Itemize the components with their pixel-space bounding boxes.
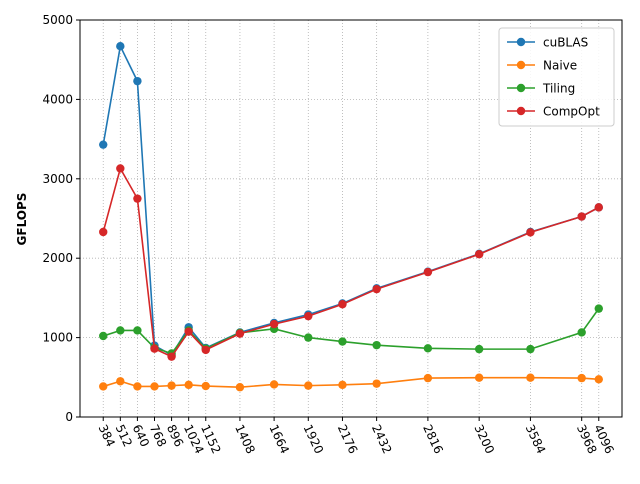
data-point-naive: [474, 373, 484, 382]
data-point-tiling: [474, 344, 484, 354]
legend-swatch-marker: [516, 60, 526, 70]
data-point-naive: [423, 373, 433, 383]
series-line-compopt: [102, 166, 600, 358]
data-point-naive: [594, 375, 603, 384]
y-tick-label: 5000: [42, 13, 73, 27]
data-point-compopt: [594, 203, 603, 212]
data-point-naive: [116, 377, 125, 386]
data-point-compopt: [269, 319, 279, 329]
data-point-compopt: [338, 300, 347, 309]
data-point-tiling: [304, 333, 313, 342]
series-compopt: [99, 164, 603, 361]
data-point-naive: [99, 382, 108, 391]
y-tick-label: 1000: [42, 331, 73, 345]
series-line-naive: [102, 376, 599, 389]
data-point-tiling: [133, 326, 142, 335]
data-point-tiling: [526, 344, 535, 354]
data-point-compopt: [167, 352, 176, 361]
legend-label: Naive: [543, 59, 577, 73]
series-tiling: [99, 304, 603, 358]
data-point-naive: [201, 381, 210, 391]
x-tick-label: 2176: [335, 422, 361, 456]
x-tick-label: 1408: [232, 422, 258, 456]
y-axis-label: GFLOPS: [15, 193, 29, 246]
x-tick-label: 3200: [471, 422, 497, 456]
data-point-compopt: [372, 284, 381, 294]
data-point-tiling: [577, 328, 586, 337]
data-point-naive: [304, 381, 313, 390]
x-tick-label: 1664: [266, 422, 292, 456]
data-point-naive: [167, 381, 176, 390]
axes: [79, 19, 623, 418]
legend-swatch-marker: [516, 37, 526, 47]
data-point-compopt: [201, 345, 210, 355]
data-point-compopt: [526, 228, 535, 237]
x-tick-label: 3584: [523, 422, 549, 456]
data-point-compopt: [235, 329, 245, 338]
data-point-naive: [235, 383, 245, 392]
y-tick-label: 3000: [42, 172, 73, 186]
legend-box: [498, 27, 615, 127]
data-point-compopt: [116, 164, 125, 173]
legend-label: Tiling: [542, 82, 575, 96]
data-point-compopt: [474, 250, 484, 259]
data-point-tiling: [423, 344, 433, 353]
data-point-compopt: [423, 267, 433, 277]
legend-item-cublas: cuBLAS: [507, 36, 588, 50]
x-tick-label: 1920: [301, 422, 327, 456]
data-point-naive: [150, 382, 159, 391]
data-point-naive: [577, 373, 586, 383]
x-tick-label: 2816: [420, 422, 446, 456]
data-point-tiling: [338, 337, 347, 346]
x-tick-label: 2432: [369, 422, 395, 456]
data-point-cublas: [133, 76, 142, 86]
y-tick-label: 2000: [42, 251, 73, 265]
data-point-compopt: [304, 311, 313, 321]
legend-label: cuBLAS: [543, 36, 588, 50]
data-point-tiling: [372, 340, 381, 350]
data-point-compopt: [133, 194, 142, 203]
data-point-cublas: [116, 42, 125, 51]
data-point-tiling: [594, 304, 603, 313]
legend-label: CompOpt: [543, 105, 600, 119]
data-point-naive: [184, 380, 193, 390]
series-naive: [99, 373, 603, 392]
series-lines: [99, 42, 603, 392]
data-point-compopt: [184, 327, 193, 336]
y-tick-label: 0: [65, 410, 73, 424]
data-point-tiling: [99, 331, 108, 341]
data-point-naive: [338, 380, 347, 390]
data-point-compopt: [577, 212, 586, 221]
legend: cuBLAS Naive Tiling CompOpt: [498, 27, 615, 127]
data-point-tiling: [116, 326, 125, 335]
legend-item-tiling: Tiling: [507, 82, 575, 96]
legend-item-naive: Naive: [507, 59, 577, 73]
plot-frame: [79, 19, 623, 418]
legend-item-compopt: CompOpt: [507, 105, 600, 119]
legend-swatch-marker: [516, 83, 526, 93]
data-point-naive: [526, 373, 535, 382]
data-point-compopt: [99, 227, 108, 237]
data-point-cublas: [99, 140, 108, 149]
legend-swatch-marker: [516, 106, 526, 116]
data-point-naive: [133, 382, 142, 391]
y-tick-label: 4000: [42, 92, 73, 106]
data-point-naive: [269, 380, 279, 389]
data-point-compopt: [150, 344, 159, 353]
data-point-naive: [372, 379, 381, 388]
